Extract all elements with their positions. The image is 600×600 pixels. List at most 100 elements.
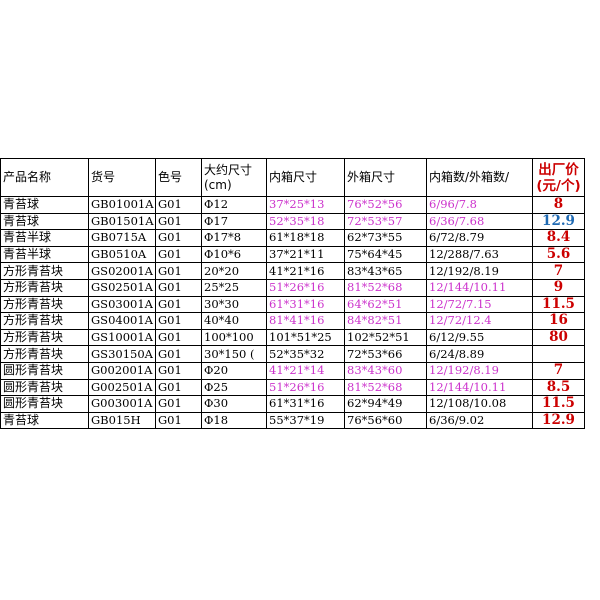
pack-count-cell: 12/144/10.11 <box>426 378 533 397</box>
factory-price-cell <box>532 345 585 363</box>
inner-box-cell: 37*21*11 <box>266 245 345 264</box>
inner-box-cell: 41*21*16 <box>266 262 345 280</box>
pack-count-cell: 6/72/8.79 <box>426 229 533 247</box>
inner-box-cell: 101*51*25 <box>266 328 345 347</box>
approx-size-cell: Φ10*6 <box>201 245 267 264</box>
header-price-line2: (元/个) <box>536 177 581 194</box>
header-approx-size-line2: (cm) <box>204 177 232 192</box>
color-code-cell: G01 <box>155 395 202 413</box>
item-code-cell: GB0715A <box>88 229 156 247</box>
product-name-cell: 青苔半球 <box>0 245 89 264</box>
item-code-cell: GS03001A <box>88 295 156 314</box>
factory-price-cell: 11.5 <box>532 295 585 314</box>
factory-price-cell: 9 <box>532 278 585 297</box>
item-code-cell: G002501A <box>88 378 156 397</box>
outer-box-cell: 81*52*68 <box>344 278 427 297</box>
pack-count-cell: 12/288/7.63 <box>426 245 533 264</box>
header-approx-size-line1: 大约尺寸 <box>204 162 253 177</box>
header-row: 产品名称 货号 色号 大约尺寸 (cm) 内箱尺寸 外箱尺寸 内箱数/外箱数/ … <box>0 158 585 197</box>
product-name-cell: 圆形青苔块 <box>0 378 89 397</box>
approx-size-cell: Φ30 <box>201 395 267 413</box>
approx-size-cell: 100*100 <box>201 328 267 347</box>
pack-count-cell: 6/24/8.89 <box>426 345 533 363</box>
item-code-cell: GB015H <box>88 411 156 430</box>
approx-size-cell: 25*25 <box>201 278 267 297</box>
color-code-cell: G01 <box>155 212 202 231</box>
product-name-cell: 青苔球 <box>0 411 89 430</box>
pack-count-cell: 6/12/9.55 <box>426 328 533 347</box>
pack-count-cell: 12/108/10.08 <box>426 395 533 413</box>
header-product-name: 产品名称 <box>0 158 89 197</box>
factory-price-cell: 7 <box>532 361 585 380</box>
pack-count-cell: 6/96/7.8 <box>426 196 533 214</box>
header-pack-count: 内箱数/外箱数/ <box>426 158 533 197</box>
factory-price-cell: 11.5 <box>532 395 585 413</box>
table-row: 方形青苔块 GS04001A G01 40*40 81*41*16 84*82*51 12/… <box>0 312 585 330</box>
inner-box-cell: 81*41*16 <box>266 312 345 330</box>
inner-box-cell: 55*37*19 <box>266 411 345 430</box>
header-approx-size: 大约尺寸 (cm) <box>201 158 267 197</box>
table-row: 青苔球 GB01501A G01 Φ17 52*35*18 72*53*57 6/36/7.… <box>0 212 585 231</box>
color-code-cell: G01 <box>155 378 202 397</box>
table-row: 方形青苔块 GS10001A G01 100*100 101*51*25 102*52*5… <box>0 328 585 347</box>
outer-box-cell: 102*52*51 <box>344 328 427 347</box>
product-name-cell: 青苔球 <box>0 196 89 214</box>
outer-box-cell: 72*53*57 <box>344 212 427 231</box>
color-code-cell: G01 <box>155 229 202 247</box>
table-row: 方形青苔块 GS03001A G01 30*30 61*31*16 64*62*51 12/… <box>0 295 585 314</box>
approx-size-cell: 30*150 ( <box>201 345 267 363</box>
header-inner-box: 内箱尺寸 <box>266 158 345 197</box>
factory-price-cell: 8.5 <box>532 378 585 397</box>
product-name-cell: 青苔半球 <box>0 229 89 247</box>
item-code-cell: GS30150A <box>88 345 156 363</box>
outer-box-cell: 76*56*60 <box>344 411 427 430</box>
table-row: 青苔球 GB01001A G01 Φ12 37*25*13 76*52*56 6/96/7.… <box>0 196 585 214</box>
product-name-cell: 方形青苔块 <box>0 262 89 280</box>
product-name-cell: 方形青苔块 <box>0 345 89 363</box>
pack-count-cell: 12/192/8.19 <box>426 262 533 280</box>
factory-price-cell: 7 <box>532 262 585 280</box>
factory-price-cell: 80 <box>532 328 585 347</box>
item-code-cell: GB0510A <box>88 245 156 264</box>
color-code-cell: G01 <box>155 295 202 314</box>
approx-size-cell: Φ12 <box>201 196 267 214</box>
inner-box-cell: 51*26*16 <box>266 278 345 297</box>
product-name-cell: 圆形青苔块 <box>0 361 89 380</box>
pack-count-cell: 6/36/9.02 <box>426 411 533 430</box>
price-sheet: 产品名称 货号 色号 大约尺寸 (cm) 内箱尺寸 外箱尺寸 内箱数/外箱数/ … <box>0 158 600 430</box>
table-row: 方形青苔块 GS30150A G01 30*150 (52*35*32 72*53*66… <box>0 345 585 363</box>
outer-box-cell: 84*82*51 <box>344 312 427 330</box>
factory-price-cell: 8.4 <box>532 229 585 247</box>
pack-count-cell: 12/144/10.11 <box>426 278 533 297</box>
table-row: 方形青苔块 GS02501A G01 25*25 51*26*16 81*52*68 12/… <box>0 278 585 297</box>
pack-count-cell: 12/192/8.19 <box>426 361 533 380</box>
factory-price-cell: 5.6 <box>532 245 585 264</box>
item-code-cell: GS02501A <box>88 278 156 297</box>
header-factory-price: 出厂价 (元/个) <box>532 158 585 197</box>
item-code-cell: GS04001A <box>88 312 156 330</box>
inner-box-cell: 61*31*16 <box>266 395 345 413</box>
outer-box-cell: 83*43*65 <box>344 262 427 280</box>
table-row: 青苔半球 GB0715A G01 Φ17*8 61*18*18 62*73*55 6/72/… <box>0 229 585 247</box>
color-code-cell: G01 <box>155 196 202 214</box>
table-row: 方形青苔块 GS02001A G01 20*20 41*21*16 83*43*65 12/… <box>0 262 585 280</box>
header-price-line1: 出厂价 <box>538 161 579 178</box>
header-color-code: 色号 <box>155 158 202 197</box>
inner-box-cell: 61*18*18 <box>266 229 345 247</box>
header-item-code: 货号 <box>88 158 156 197</box>
outer-box-cell: 72*53*66 <box>344 345 427 363</box>
factory-price-cell: 8 <box>532 196 585 214</box>
factory-price-cell: 12.9 <box>532 212 585 231</box>
product-name-cell: 方形青苔块 <box>0 312 89 330</box>
approx-size-cell: 30*30 <box>201 295 267 314</box>
outer-box-cell: 81*52*68 <box>344 378 427 397</box>
outer-box-cell: 64*62*51 <box>344 295 427 314</box>
table-row: 青苔球 GB015H G01 Φ18 55*37*19 76*56*60 6/36/9.02… <box>0 411 585 430</box>
approx-size-cell: 40*40 <box>201 312 267 330</box>
color-code-cell: G01 <box>155 278 202 297</box>
outer-box-cell: 83*43*60 <box>344 361 427 380</box>
product-name-cell: 圆形青苔块 <box>0 395 89 413</box>
product-table: 产品名称 货号 色号 大约尺寸 (cm) 内箱尺寸 外箱尺寸 内箱数/外箱数/ … <box>0 158 585 430</box>
pack-count-cell: 6/36/7.68 <box>426 212 533 231</box>
header-outer-box: 外箱尺寸 <box>344 158 427 197</box>
